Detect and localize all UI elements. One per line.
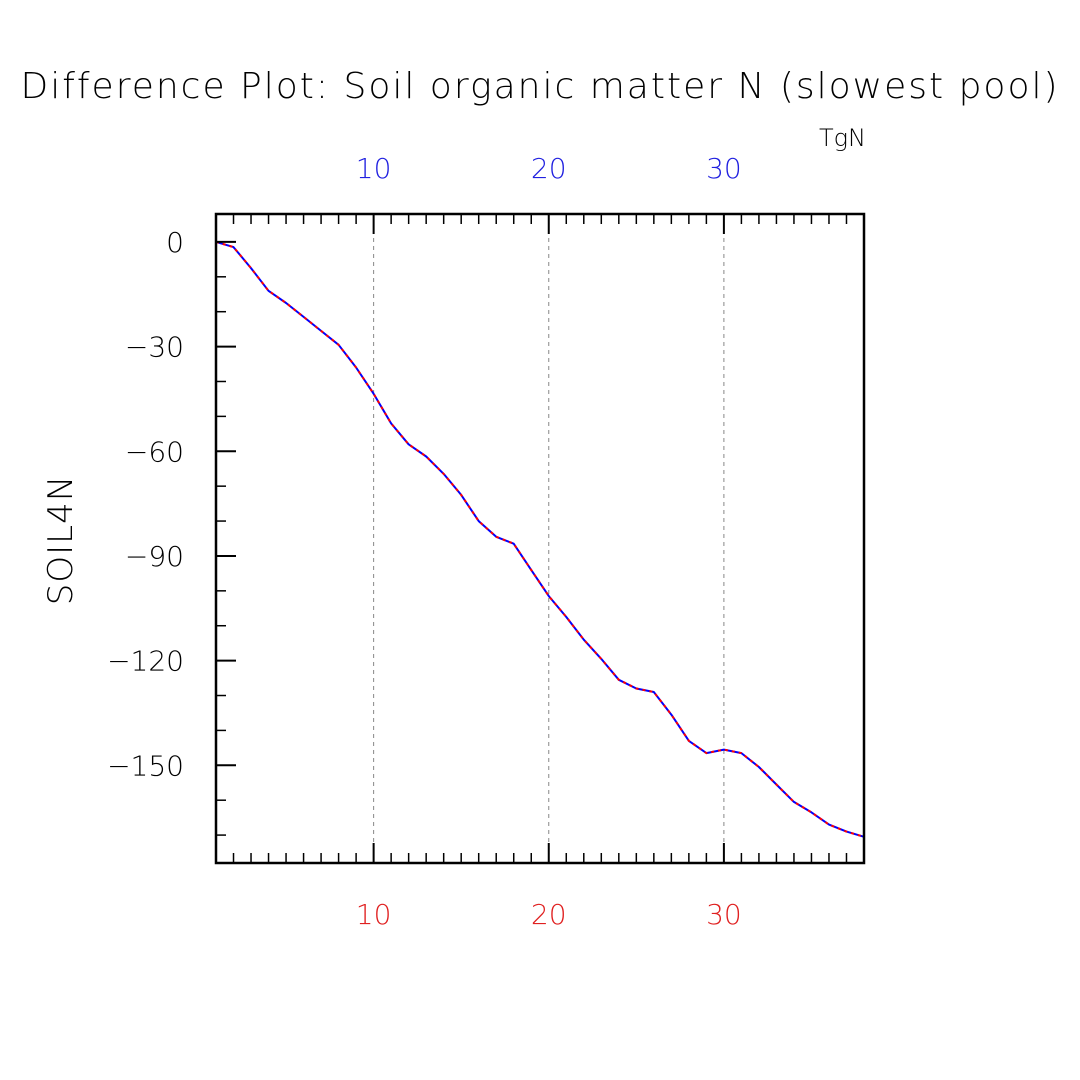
y-tick-label-120: −120 — [107, 645, 184, 678]
series-layer — [215, 240, 865, 838]
y-tick-label-30: −30 — [125, 331, 184, 364]
y-tick-label-150: −150 — [107, 749, 184, 782]
bottom-x-tick-label-10: 10 — [356, 898, 392, 931]
y-axis-label: SOIL4N — [41, 475, 81, 605]
top-x-tick-label-30: 30 — [706, 152, 742, 185]
chart-title: Difference Plot: Soil organic matter N (… — [20, 66, 1059, 107]
top-x-tick-label-10: 10 — [356, 152, 392, 185]
y-tick-label-60: −60 — [125, 435, 184, 468]
axes-layer: 10 20 30 10 20 30 0 −30 −60 −90 −120 −150 — [107, 152, 865, 931]
bottom-x-tick-label-20: 20 — [531, 898, 567, 931]
plot-frame — [214, 212, 866, 865]
top-x-tick-label-20: 20 — [531, 152, 567, 185]
units-label: TgN — [819, 124, 866, 152]
bottom-x-tick-label-30: 30 — [706, 898, 742, 931]
y-tick-label-0: 0 — [166, 226, 184, 259]
y-tick-label-90: −90 — [125, 540, 184, 573]
series-line-dashed-0 — [215, 240, 865, 838]
